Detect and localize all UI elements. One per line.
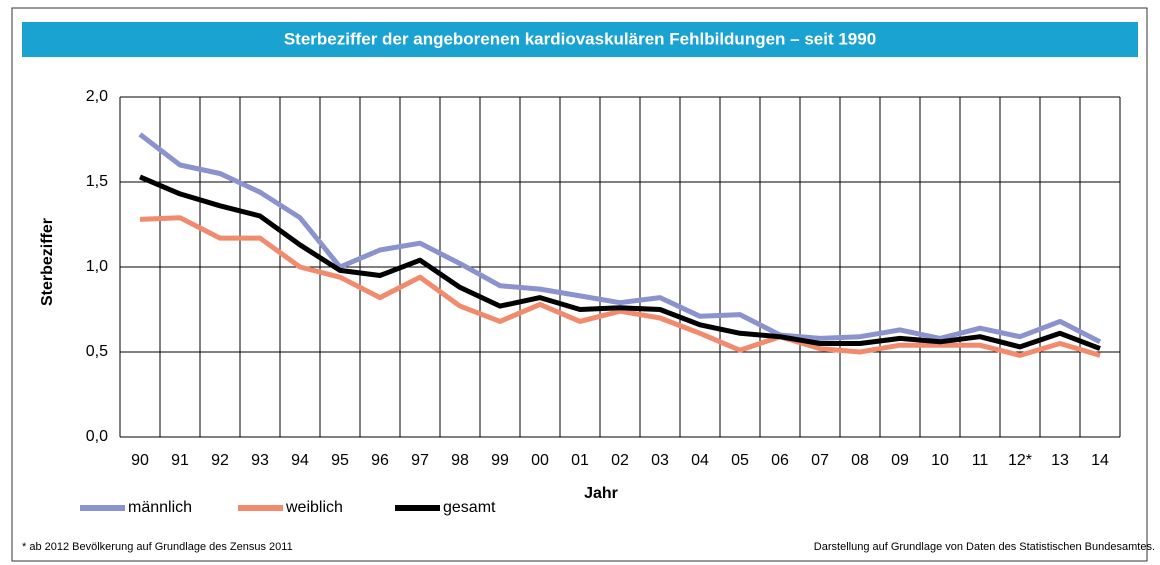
x-tick-label: 94: [291, 452, 309, 469]
x-tick-label: 95: [331, 452, 349, 469]
x-tick-label: 01: [571, 452, 589, 469]
x-tick-label: 92: [211, 452, 229, 469]
x-tick-label: 12*: [1008, 452, 1032, 469]
legend-label: gesamt: [443, 499, 496, 516]
x-tick-label: 91: [171, 452, 189, 469]
legend-label: männlich: [128, 499, 192, 516]
x-tick-label: 93: [251, 452, 269, 469]
y-tick-label: 1,5: [86, 173, 108, 190]
x-tick-label: 10: [931, 452, 949, 469]
x-tick-label: 97: [411, 452, 429, 469]
x-tick-label: 09: [891, 452, 909, 469]
x-tick-label: 04: [691, 452, 709, 469]
y-tick-label: 2,0: [86, 88, 108, 105]
x-tick-label: 11: [972, 452, 989, 469]
x-tick-label: 14: [1091, 452, 1109, 469]
chart-title: Sterbeziffer der angeborenen kardiovasku…: [284, 29, 876, 48]
x-tick-label: 03: [651, 452, 669, 469]
x-tick-label: 00: [531, 452, 549, 469]
x-tick-label: 06: [771, 452, 789, 469]
frame: [11, 7, 1148, 562]
x-tick-label: 07: [811, 452, 829, 469]
source: Darstellung auf Grundlage von Daten des …: [814, 541, 1155, 553]
x-tick-label: 98: [451, 452, 469, 469]
x-tick-label: 05: [731, 452, 749, 469]
x-tick-label: 90: [131, 452, 149, 469]
y-tick-label: 1,0: [86, 258, 108, 275]
series-line: [139, 174, 1101, 351]
series-line: [139, 215, 1101, 358]
x-tick-label: 96: [371, 452, 389, 469]
y-tick-label: 0,5: [86, 343, 108, 360]
title-bar: [22, 22, 1138, 57]
x-tick-label: 99: [491, 452, 509, 469]
legend-label: weiblich: [285, 499, 343, 516]
x-tick-label: 02: [611, 452, 629, 469]
y-tick-label: 0,0: [86, 428, 108, 445]
series-line: [138, 132, 1102, 345]
x-axis-label: Jahr: [584, 485, 618, 502]
y-axis-label: Sterbeziffer: [39, 218, 56, 306]
footnote: * ab 2012 Bevölkerung auf Grundlage des …: [22, 541, 293, 553]
x-tick-label: 08: [851, 452, 869, 469]
x-tick-label: 13: [1051, 452, 1069, 469]
